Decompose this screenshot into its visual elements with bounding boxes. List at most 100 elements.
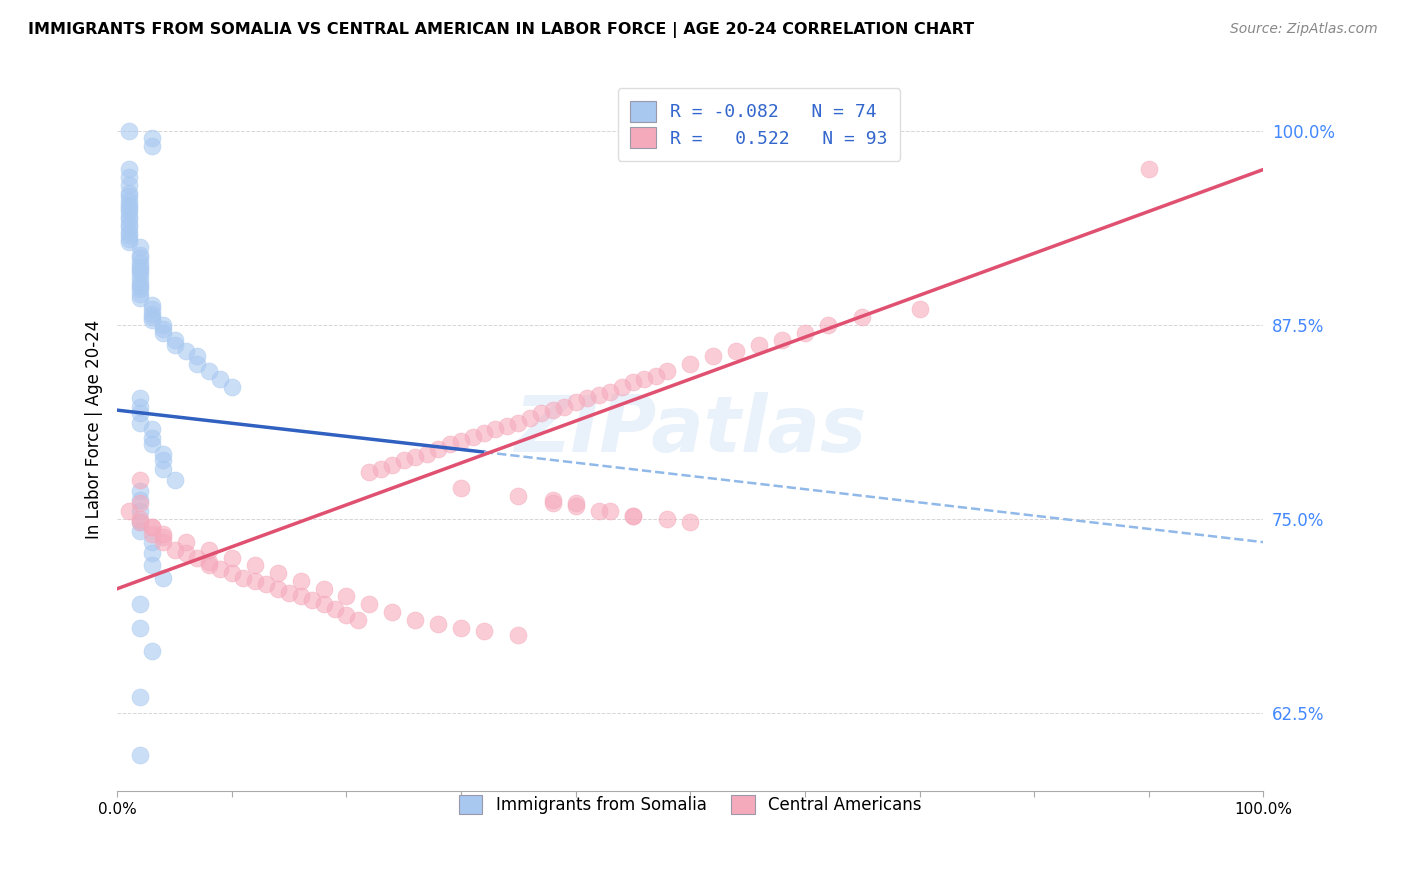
Point (599, 504, 621, 518)
Point (141, 422, 163, 436)
Text: Source: ZipAtlas.com: Source: ZipAtlas.com (1230, 22, 1378, 37)
Point (186, 357, 208, 371)
Point (610, 380, 633, 394)
Point (496, 418, 519, 433)
Point (198, 542, 221, 557)
Point (221, 566, 243, 581)
Point (657, 364, 679, 378)
Point (335, 590, 357, 604)
Point (793, 326, 815, 340)
Point (152, 571, 174, 585)
Point (541, 496, 564, 510)
Point (335, 608, 357, 623)
Point (129, 597, 152, 611)
Point (564, 395, 586, 409)
Point (359, 597, 381, 611)
Point (141, 558, 163, 573)
Point (118, 227, 141, 242)
Point (163, 473, 186, 487)
Point (243, 574, 266, 588)
Point (312, 597, 335, 611)
Point (141, 535, 163, 549)
Point (129, 276, 152, 290)
Point (129, 282, 152, 296)
Legend: Immigrants from Somalia, Central Americans: Immigrants from Somalia, Central America… (447, 783, 934, 826)
Point (152, 535, 174, 549)
Point (129, 391, 152, 405)
Point (152, 322, 174, 336)
Point (129, 260, 152, 275)
Point (129, 747, 152, 762)
Point (141, 297, 163, 311)
Point (129, 690, 152, 705)
Point (163, 333, 186, 347)
Point (118, 217, 141, 231)
Point (254, 577, 277, 591)
Point (359, 465, 381, 479)
Point (141, 313, 163, 327)
Point (118, 189, 141, 203)
Point (209, 372, 232, 386)
Point (198, 555, 221, 569)
Point (141, 307, 163, 321)
Point (381, 605, 404, 619)
Point (312, 582, 335, 596)
Point (129, 240, 152, 254)
Point (679, 515, 702, 529)
Point (174, 535, 197, 549)
Point (323, 602, 346, 616)
Point (129, 406, 152, 420)
Point (118, 198, 141, 212)
Point (129, 515, 152, 529)
Point (851, 310, 873, 324)
Point (519, 411, 541, 425)
Point (141, 437, 163, 451)
Point (221, 550, 243, 565)
Point (174, 344, 197, 359)
Point (621, 508, 644, 523)
Point (129, 279, 152, 293)
Point (908, 302, 931, 317)
Point (553, 400, 575, 414)
Text: ZIPatlas: ZIPatlas (515, 392, 866, 467)
Point (748, 338, 770, 352)
Point (152, 531, 174, 545)
Point (186, 349, 208, 363)
Point (118, 170, 141, 185)
Point (541, 493, 564, 508)
Point (817, 318, 839, 332)
Point (392, 453, 415, 467)
Point (129, 483, 152, 498)
Point (129, 515, 152, 529)
Point (472, 624, 495, 638)
Point (725, 344, 748, 359)
Point (118, 225, 141, 239)
Point (198, 364, 221, 378)
Point (141, 302, 163, 317)
Point (118, 194, 141, 208)
Point (129, 473, 152, 487)
Point (621, 375, 644, 389)
Point (129, 248, 152, 262)
Point (381, 458, 404, 472)
Point (679, 357, 702, 371)
Point (588, 387, 610, 401)
Point (450, 481, 472, 495)
Point (174, 546, 197, 560)
Point (129, 400, 152, 414)
Point (118, 123, 141, 137)
Point (266, 566, 288, 581)
Point (301, 592, 323, 607)
Point (461, 429, 484, 443)
Point (141, 139, 163, 153)
Point (163, 338, 186, 352)
Point (118, 201, 141, 215)
Point (508, 416, 530, 430)
Point (129, 267, 152, 281)
Point (152, 453, 174, 467)
Point (198, 558, 221, 573)
Point (530, 406, 553, 420)
Point (118, 178, 141, 192)
Point (702, 349, 724, 363)
Point (118, 219, 141, 234)
